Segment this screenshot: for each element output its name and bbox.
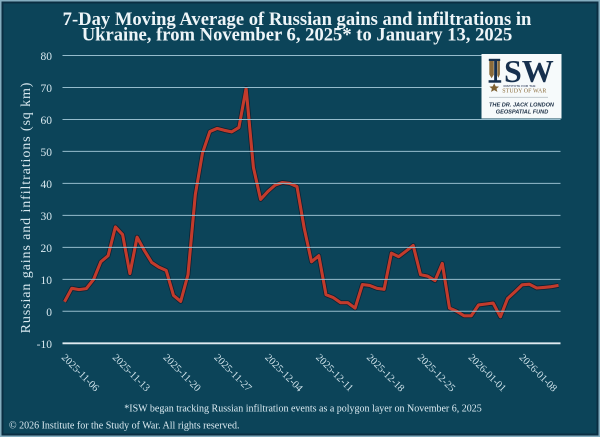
- svg-text:*ISW began tracking Russian in: *ISW began tracking Russian infiltration…: [124, 404, 482, 415]
- svg-text:10: 10: [41, 275, 53, 287]
- svg-text:THE DR. JACK LONDON: THE DR. JACK LONDON: [489, 102, 555, 108]
- svg-text:Ukraine, from November 6, 2025: Ukraine, from November 6, 2025* to Janua…: [82, 25, 513, 46]
- svg-text:50: 50: [41, 147, 53, 159]
- svg-text:STUDY OF WAR: STUDY OF WAR: [502, 89, 546, 95]
- svg-text:INSTITUTE FOR THE: INSTITUTE FOR THE: [504, 84, 536, 88]
- svg-text:GEOSPATIAL FUND: GEOSPATIAL FUND: [496, 109, 549, 115]
- svg-text:30: 30: [41, 211, 53, 223]
- svg-text:40: 40: [41, 179, 53, 191]
- svg-text:SW: SW: [504, 53, 554, 89]
- svg-text:-10: -10: [37, 339, 53, 351]
- svg-text:© 2026 Institute for the Study: © 2026 Institute for the Study of War. A…: [9, 421, 239, 432]
- svg-text:7-Day Moving Average of Russia: 7-Day Moving Average of Russian gains an…: [63, 9, 532, 30]
- svg-text:60: 60: [41, 115, 53, 127]
- svg-text:20: 20: [41, 243, 53, 255]
- svg-text:0: 0: [46, 307, 52, 319]
- svg-text:Russian gains and infiltration: Russian gains and infiltrations (sq km): [19, 82, 34, 334]
- svg-text:80: 80: [41, 51, 53, 63]
- svg-text:70: 70: [41, 83, 53, 95]
